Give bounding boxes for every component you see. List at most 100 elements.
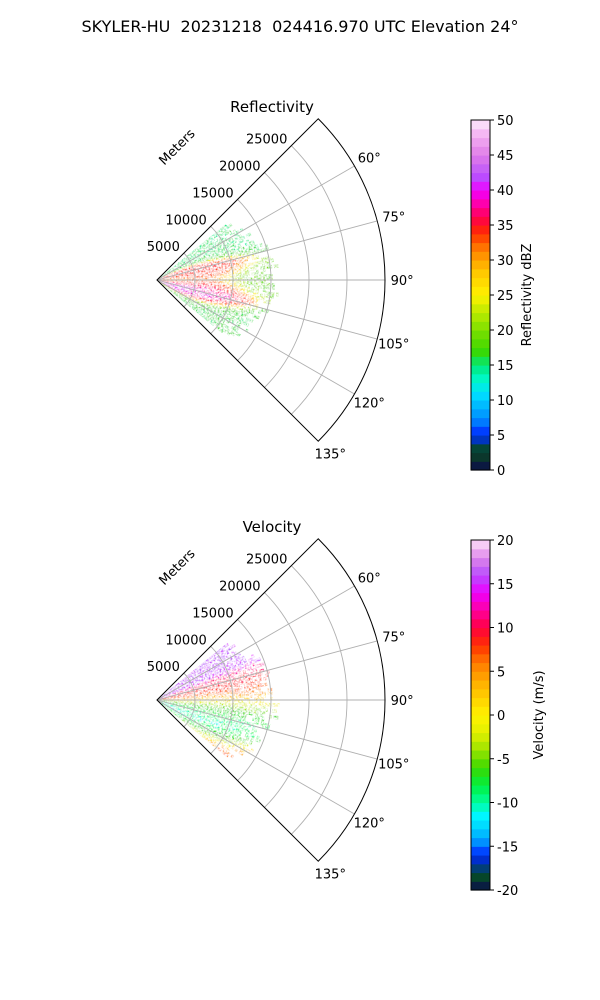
velocity-echo-cell: [188, 710, 192, 713]
reflectivity-echo-cell: [212, 269, 216, 272]
velocity-echo-cell: [200, 682, 204, 685]
reflectivity-echo-cell: [243, 261, 247, 265]
reflectivity-echo-cell: [199, 293, 203, 296]
reflectivity-echo-cell: [165, 278, 168, 280]
reflectivity-echo-cell: [184, 263, 188, 266]
velocity-echo-cell: [253, 692, 257, 696]
reflectivity-echo-cell: [226, 285, 230, 288]
reflectivity-echo-cell: [185, 285, 188, 287]
velocity-echo-cell: [240, 752, 245, 756]
reflectivity-echo-cell: [168, 272, 172, 275]
velocity-echo-cell: [163, 693, 167, 696]
reflectivity-echo-cell: [219, 271, 223, 274]
velocity-echo-cell: [248, 687, 252, 691]
reflectivity-echo-cell: [177, 261, 181, 264]
reflectivity-colorbar-tick-label: 40: [497, 184, 514, 199]
velocity-echo-cell: [196, 678, 200, 681]
reflectivity-echo-cell: [203, 270, 207, 273]
reflectivity-echo-cell: [180, 273, 184, 276]
velocity-echo-cell: [198, 677, 202, 680]
reflectivity-echo-cell: [199, 292, 203, 295]
velocity-echo-cell: [239, 713, 243, 717]
reflectivity-echo-cell: [164, 283, 168, 285]
velocity-echo-cell: [218, 748, 222, 752]
velocity-colorbar-band: [471, 793, 490, 804]
reflectivity-echo-cell: [214, 267, 218, 270]
velocity-echo-cell: [220, 700, 223, 702]
velocity-echo-cell: [228, 690, 232, 693]
reflectivity-echo-cell: [200, 260, 204, 264]
reflectivity-echo-cell: [228, 283, 232, 287]
velocity-echo-cell: [256, 691, 260, 696]
reflectivity-echo-cell: [198, 263, 202, 266]
velocity-echo-cell: [219, 696, 223, 699]
reflectivity-echo-cell: [203, 256, 207, 260]
velocity-echo-cell: [172, 691, 176, 693]
velocity-echo-cell: [216, 688, 220, 691]
velocity-colorbar-band: [471, 680, 490, 690]
velocity-echo-cell: [175, 706, 179, 709]
reflectivity-echo-cell: [254, 295, 258, 299]
reflectivity-echo-cell: [242, 305, 247, 310]
reflectivity-colorbar-tick-label: 20: [497, 324, 514, 339]
reflectivity-echo-cell: [206, 277, 209, 279]
velocity-echo-cell: [218, 684, 222, 688]
velocity-echo-cell: [161, 694, 165, 697]
reflectivity-echo-cell: [264, 291, 268, 295]
reflectivity-echo-cell: [179, 271, 183, 273]
reflectivity-echo-cell: [181, 268, 185, 270]
reflectivity-colorbar-tick-label: 15: [497, 359, 514, 374]
reflectivity-colorbar-band: [471, 268, 490, 279]
velocity-echo-cell: [174, 685, 177, 688]
reflectivity-echo-cell: [197, 275, 200, 277]
velocity-echo-cell: [181, 678, 184, 682]
velocity-echo-cell: [201, 702, 205, 704]
velocity-echo-cell: [185, 711, 189, 714]
velocity-echo-cell: [243, 671, 247, 675]
velocity-echo-cell: [236, 684, 240, 688]
velocity-echo-cell: [225, 642, 230, 647]
reflectivity-echo-cell: [172, 291, 176, 294]
velocity-echo-cell: [242, 704, 246, 708]
velocity-echo-cell: [213, 696, 216, 699]
reflectivity-echo-cell: [177, 292, 180, 295]
velocity-echo-cell: [263, 676, 267, 681]
velocity-echo-cell: [215, 692, 218, 695]
velocity-echo-cell: [177, 716, 181, 719]
velocity-echo-cell: [225, 684, 229, 688]
velocity-echo-cell: [161, 703, 165, 706]
reflectivity-echo-cell: [254, 298, 258, 302]
velocity-echo-cell: [183, 696, 187, 699]
velocity-colorbar-tick-label: -5: [497, 753, 510, 768]
velocity-echo-cell: [175, 711, 178, 714]
velocity-panel: Velocity Meters 500010000150002000025000…: [147, 518, 547, 899]
velocity-echo-cell: [223, 710, 227, 714]
reflectivity-colorbar-tick-label: 5: [497, 429, 505, 444]
velocity-echo-cell: [232, 713, 236, 717]
velocity-echo-cell: [233, 680, 237, 684]
reflectivity-echo-cell: [228, 312, 232, 316]
velocity-echo-cell: [184, 683, 188, 686]
velocity-azimuth-tick-label: 105°: [378, 757, 409, 772]
velocity-echo-cell: [215, 693, 218, 696]
reflectivity-echo-cell: [226, 328, 230, 333]
velocity-echo-cell: [186, 710, 189, 713]
reflectivity-echo-cell: [169, 283, 172, 285]
velocity-echo-cell: [169, 708, 172, 711]
reflectivity-colorbar-band: [471, 391, 490, 401]
velocity-echo-cell: [242, 690, 246, 694]
velocity-echo-cell: [222, 700, 225, 703]
velocity-echo-cell: [208, 691, 211, 694]
velocity-echo-cell: [203, 675, 207, 678]
velocity-echo-cell: [226, 707, 230, 710]
velocity-echo-cell: [251, 707, 255, 711]
velocity-echo-cell: [167, 690, 170, 693]
velocity-echo-cell: [162, 700, 166, 702]
reflectivity-echo-cell: [212, 267, 215, 270]
reflectivity-echo-cell: [189, 286, 193, 289]
velocity-echo-cell: [212, 705, 216, 708]
velocity-echo-cell: [165, 706, 168, 709]
velocity-echo-cell: [196, 693, 200, 695]
reflectivity-colorbar-band: [471, 461, 490, 471]
reflectivity-echo-cell: [175, 286, 179, 288]
